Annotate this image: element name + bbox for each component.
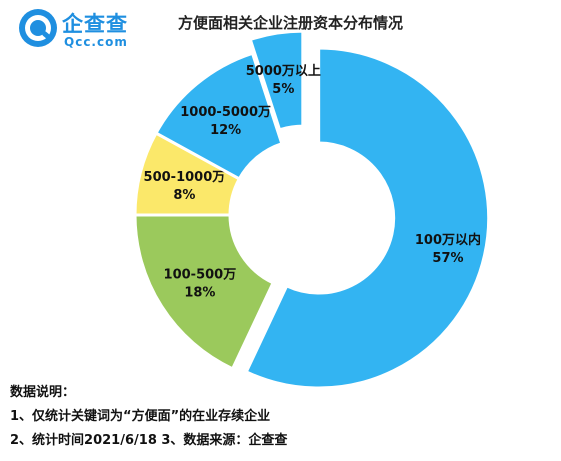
slice-category-label: 100-500万 <box>164 268 237 283</box>
slice-value-label: 12% <box>210 123 241 138</box>
notes-line-2: 2、统计时间2021/6/18 3、数据来源：企查查 <box>10 433 288 448</box>
logo-name-en: Qcc.com <box>64 35 128 49</box>
data-notes: 数据说明： 1、仅统计关键词为“方便面”的在业存续企业 2、统计时间2021/6… <box>10 381 550 453</box>
slice-value-label: 5% <box>272 82 294 97</box>
slice-2 <box>133 213 276 371</box>
slice-value-label: 18% <box>184 286 215 301</box>
logo: 企查查 Qcc.com <box>18 8 148 52</box>
chart-title: 方便面相关企业注册资本分布情况 <box>178 14 404 32</box>
slice-category-label: 1000-5000万 <box>180 105 271 120</box>
notes-line-1: 1、仅统计关键词为“方便面”的在业存续企业 <box>10 409 271 424</box>
notes-heading: 数据说明： <box>10 385 76 400</box>
slice-category-label: 5000万以上 <box>246 64 321 79</box>
logo-name-cn: 企查查 <box>62 12 128 36</box>
slice-category-label: 500-1000万 <box>144 170 226 185</box>
slice-category-label: 100万以内 <box>415 232 481 248</box>
slice-4 <box>153 51 284 181</box>
qcc-logo-icon <box>19 9 57 47</box>
slice-value-label: 8% <box>173 188 195 203</box>
slice-5 <box>248 29 305 132</box>
slice-value-label: 57% <box>432 251 463 266</box>
slice-1 <box>244 46 491 390</box>
